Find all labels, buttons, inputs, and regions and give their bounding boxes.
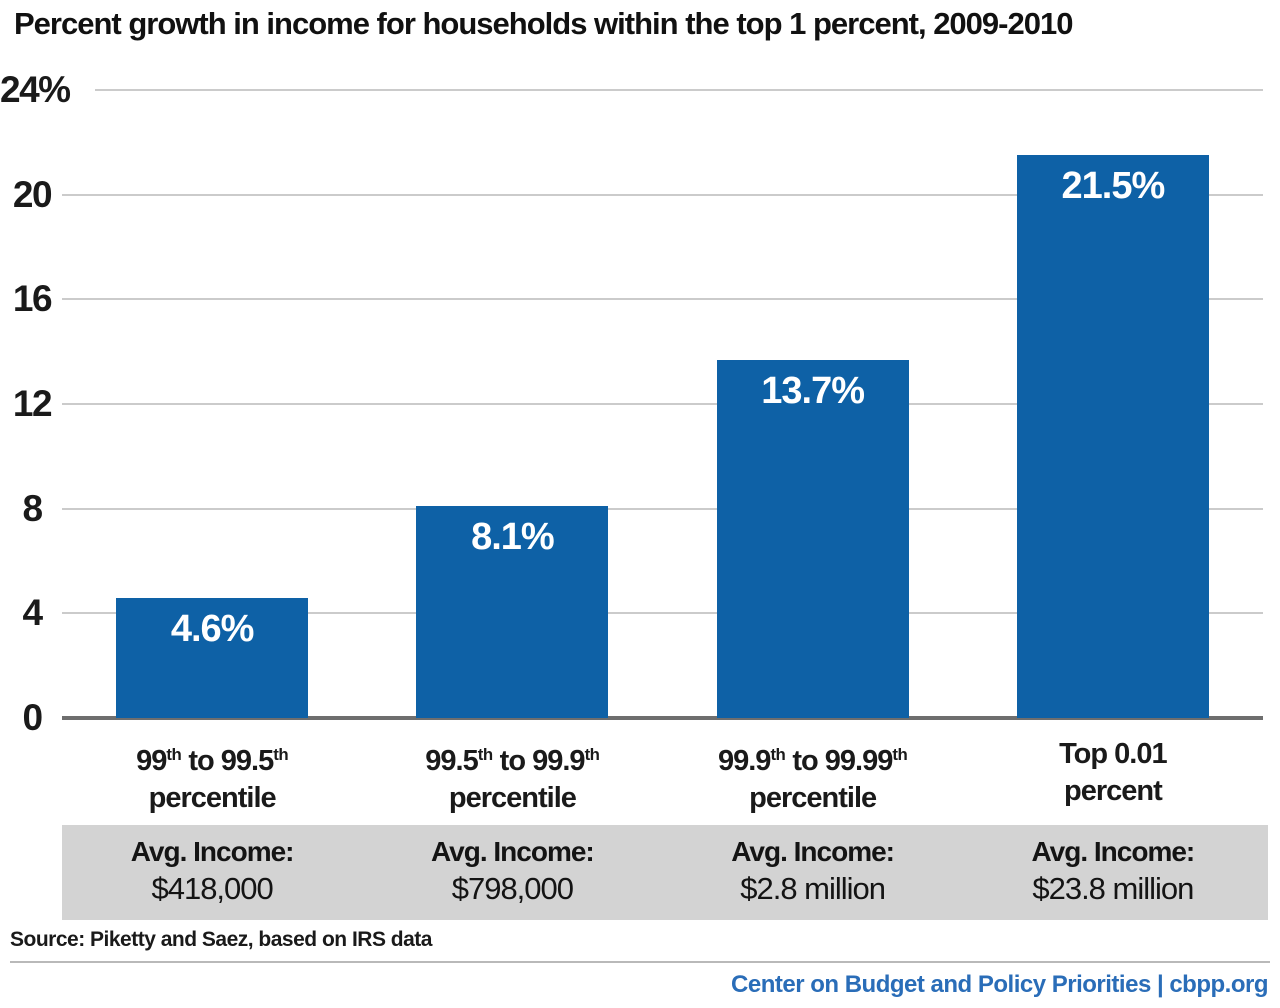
income-cell: Avg. Income: $2.8 million (653, 834, 973, 908)
bar-value-label: 8.1% (471, 516, 555, 559)
income-amount: $23.8 million (1032, 871, 1194, 906)
income-label: Avg. Income: (430, 836, 595, 867)
category-label: 99.9th to 99.99th percentile (717, 745, 908, 814)
bar: 8.1% (416, 506, 609, 718)
bar-value-label: 4.6% (170, 607, 255, 650)
y-tick-label: 12 (12, 383, 53, 424)
category-label: Top 0.01 percent (1059, 738, 1168, 807)
y-tick-label: 0 (22, 697, 43, 738)
y-tick-label: 8 (22, 487, 43, 529)
brand-footer: Center on Budget and Policy Priorities |… (731, 971, 1268, 998)
income-label: Avg. Income: (1031, 836, 1195, 867)
gridline (62, 403, 1263, 405)
y-tick-label: 16 (12, 278, 53, 320)
gridline (62, 507, 1263, 510)
income-amount: $418,000 (151, 871, 273, 906)
bar-value-label: 21.5% (1061, 165, 1166, 208)
y-tick-label: 20 (12, 173, 53, 215)
income-cell: Avg. Income: $23.8 million (953, 834, 1273, 908)
gridline (62, 298, 1263, 301)
bar-value-label: 13.7% (761, 369, 865, 412)
bar: 13.7% (716, 359, 909, 718)
category-label: 99.5th to 99.9th percentile (425, 745, 600, 814)
bar: 4.6% (116, 597, 309, 718)
y-tick-label: 4 (22, 592, 43, 634)
income-cell: Avg. Income: $418,000 (52, 834, 372, 908)
avg-income-band: Avg. Income: $418,000 Avg. Income: $798,000… (62, 825, 1268, 920)
income-cell: Avg. Income: $798,000 (352, 834, 672, 908)
y-tick-label: 24% (0, 69, 71, 110)
footer-divider (10, 961, 1270, 963)
x-axis-baseline (62, 716, 1263, 720)
gridline (62, 612, 1263, 615)
income-amount: $2.8 million (740, 871, 886, 906)
income-label: Avg. Income: (731, 836, 895, 867)
chart-title: Percent growth in income for households … (14, 6, 1073, 41)
bar: 21.5% (1016, 155, 1209, 718)
category-label: 99th to 99.5th percentile (136, 745, 289, 814)
income-label: Avg. Income: (130, 836, 295, 867)
source-note: Source: Piketty and Saez, based on IRS d… (10, 928, 432, 951)
gridline (62, 193, 1263, 196)
income-amount: $798,000 (451, 871, 574, 906)
gridline (95, 89, 1263, 91)
